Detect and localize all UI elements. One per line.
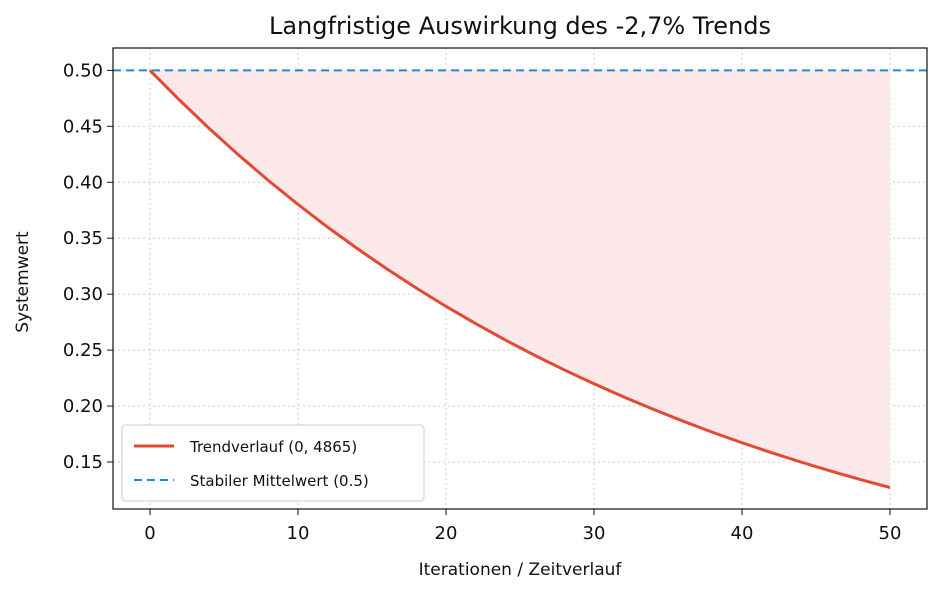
x-axis-label: Iterationen / Zeitverlauf bbox=[419, 560, 623, 580]
y-axis: 0.15 0.20 0.25 0.30 0.35 0.40 0.45 0.50 bbox=[63, 60, 113, 473]
y-tick-label: 0.20 bbox=[63, 396, 103, 417]
x-axis: 0 10 20 30 40 50 bbox=[144, 509, 901, 544]
plot-frame bbox=[112, 47, 928, 510]
chart-title: Langfristige Auswirkung des -2,7% Trends bbox=[269, 12, 771, 40]
y-tick-label: 0.30 bbox=[63, 284, 103, 305]
x-tick-label: 0 bbox=[144, 523, 155, 544]
y-axis-label: Systemwert bbox=[13, 231, 33, 333]
legend-label-baseline: Stabiler Mittelwert (0.5) bbox=[190, 472, 369, 490]
x-tick-label: 40 bbox=[731, 523, 754, 544]
fill-area bbox=[150, 70, 890, 488]
x-tick-label: 50 bbox=[879, 523, 902, 544]
y-tick-label: 0.45 bbox=[63, 116, 103, 137]
x-tick-label: 20 bbox=[435, 523, 458, 544]
y-tick-label: 0.35 bbox=[63, 228, 103, 249]
y-tick-label: 0.50 bbox=[63, 60, 103, 81]
x-tick-label: 10 bbox=[287, 523, 310, 544]
legend-label-trend: Trendverlauf (0, 4865) bbox=[189, 438, 357, 456]
y-tick-label: 0.15 bbox=[63, 452, 103, 473]
legend-box bbox=[121, 424, 425, 502]
y-tick-label: 0.40 bbox=[63, 172, 103, 193]
x-tick-label: 30 bbox=[583, 523, 606, 544]
y-tick-label: 0.25 bbox=[63, 340, 103, 361]
legend: Trendverlauf (0, 4865) Stabiler Mittelwe… bbox=[121, 424, 425, 502]
trend-line bbox=[148, 69, 891, 489]
